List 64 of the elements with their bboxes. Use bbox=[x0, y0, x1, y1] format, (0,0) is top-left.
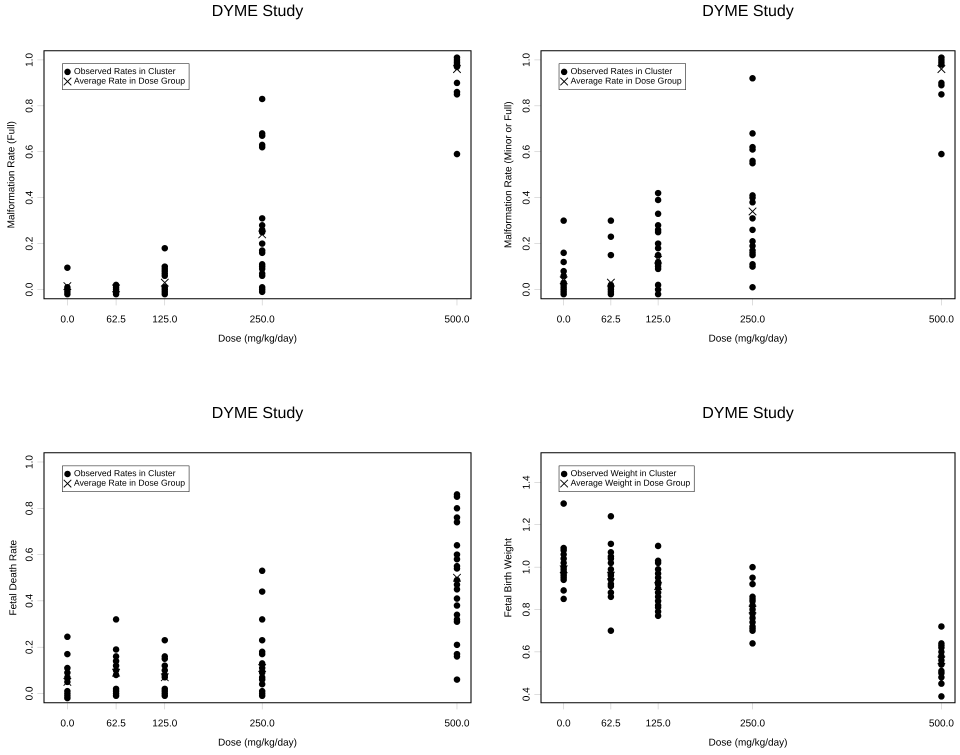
x-tick-label: 125.0 bbox=[153, 316, 177, 323]
x-tick-label: 0.0 bbox=[557, 316, 570, 323]
legend-label: Observed Rates in Cluster bbox=[74, 68, 176, 74]
x-axis-title: Dose (mg/kg/day) bbox=[218, 334, 296, 344]
legend-label: Average Rate in Dose Group bbox=[74, 480, 185, 488]
y-tick-label: 0.4 bbox=[26, 594, 33, 608]
y-tick-label: 1.2 bbox=[522, 518, 530, 532]
x-tick-label: 125.0 bbox=[646, 720, 670, 727]
y-tick-label: 0.8 bbox=[522, 603, 530, 616]
x-tick-label: 250.0 bbox=[250, 316, 274, 323]
legend-label: Average Rate in Dose Group bbox=[74, 78, 185, 86]
y-tick-label: 0.2 bbox=[26, 237, 33, 250]
y-tick-label: 0.2 bbox=[26, 640, 33, 654]
legend-label: Observed Rates in Cluster bbox=[74, 470, 176, 476]
x-tick-label: 0.0 bbox=[60, 720, 74, 727]
y-tick-label: 1.0 bbox=[26, 53, 33, 66]
x-tick-label: 125.0 bbox=[153, 720, 177, 727]
x-tick-label: 62.5 bbox=[106, 316, 126, 323]
y-tick-label: 0.6 bbox=[522, 646, 530, 659]
x-tick-label: 62.5 bbox=[106, 720, 126, 727]
y-axis-title: Fetal Death Rate bbox=[9, 540, 16, 615]
x-tick-label: 250.0 bbox=[740, 316, 765, 323]
x-tick-label: 500.0 bbox=[929, 720, 954, 727]
y-tick-label: 1.4 bbox=[522, 476, 530, 489]
y-tick-label: 0.6 bbox=[26, 145, 33, 158]
y-tick-label: 0.6 bbox=[26, 548, 33, 562]
y-tick-label: 0.2 bbox=[522, 237, 530, 250]
y-tick-label: 0.4 bbox=[522, 191, 530, 204]
x-tick-label: 500.0 bbox=[444, 316, 470, 323]
legend-label: Average Rate in Dose Group bbox=[570, 78, 682, 86]
chart-title: DYME Study bbox=[213, 406, 304, 422]
x-tick-label: 250.0 bbox=[250, 720, 274, 727]
x-tick-label: 500.0 bbox=[929, 316, 954, 323]
y-tick-label: 0.6 bbox=[522, 145, 530, 158]
x-tick-label: 0.0 bbox=[60, 316, 74, 323]
x-tick-label: 250.0 bbox=[740, 720, 765, 727]
legend-label: Average Weight in Dose Group bbox=[570, 480, 690, 488]
y-axis-title: Fetal Birth Weight bbox=[504, 538, 514, 617]
y-tick-label: 0.8 bbox=[26, 502, 33, 515]
y-tick-label: 0.8 bbox=[26, 99, 33, 113]
legend-label: Observed Rates in Cluster bbox=[570, 68, 672, 74]
y-tick-label: 0.4 bbox=[26, 191, 33, 204]
x-axis-title: Dose (mg/kg/day) bbox=[218, 738, 296, 748]
x-tick-label: 125.0 bbox=[646, 316, 670, 323]
y-tick-label: 0.8 bbox=[522, 99, 530, 113]
x-axis-title: Dose (mg/kg/day) bbox=[709, 334, 787, 344]
y-tick-label: 0.0 bbox=[26, 283, 33, 296]
y-tick-label: 0.4 bbox=[522, 688, 530, 701]
y-tick-label: 0.0 bbox=[26, 687, 33, 700]
chart-title: DYME Study bbox=[213, 4, 304, 20]
y-tick-label: 0.0 bbox=[522, 283, 530, 296]
x-tick-label: 62.5 bbox=[602, 316, 620, 323]
x-tick-label: 500.0 bbox=[444, 720, 470, 727]
x-tick-label: 62.5 bbox=[602, 720, 620, 727]
x-tick-label: 0.0 bbox=[557, 720, 570, 727]
y-tick-label: 1.0 bbox=[522, 53, 530, 66]
y-tick-label: 1.0 bbox=[26, 456, 33, 468]
y-axis-title: Malformation Rate (Full) bbox=[7, 122, 16, 228]
x-axis-title: Dose (mg/kg/day) bbox=[709, 738, 787, 748]
chart-title: DYME Study bbox=[704, 4, 794, 20]
legend-label: Observed Weight in Cluster bbox=[570, 470, 676, 478]
y-axis-title: Malformation Rate (Minor or Full) bbox=[504, 102, 514, 248]
chart-title: DYME Study bbox=[704, 406, 794, 422]
y-tick-label: 1.0 bbox=[522, 560, 530, 574]
